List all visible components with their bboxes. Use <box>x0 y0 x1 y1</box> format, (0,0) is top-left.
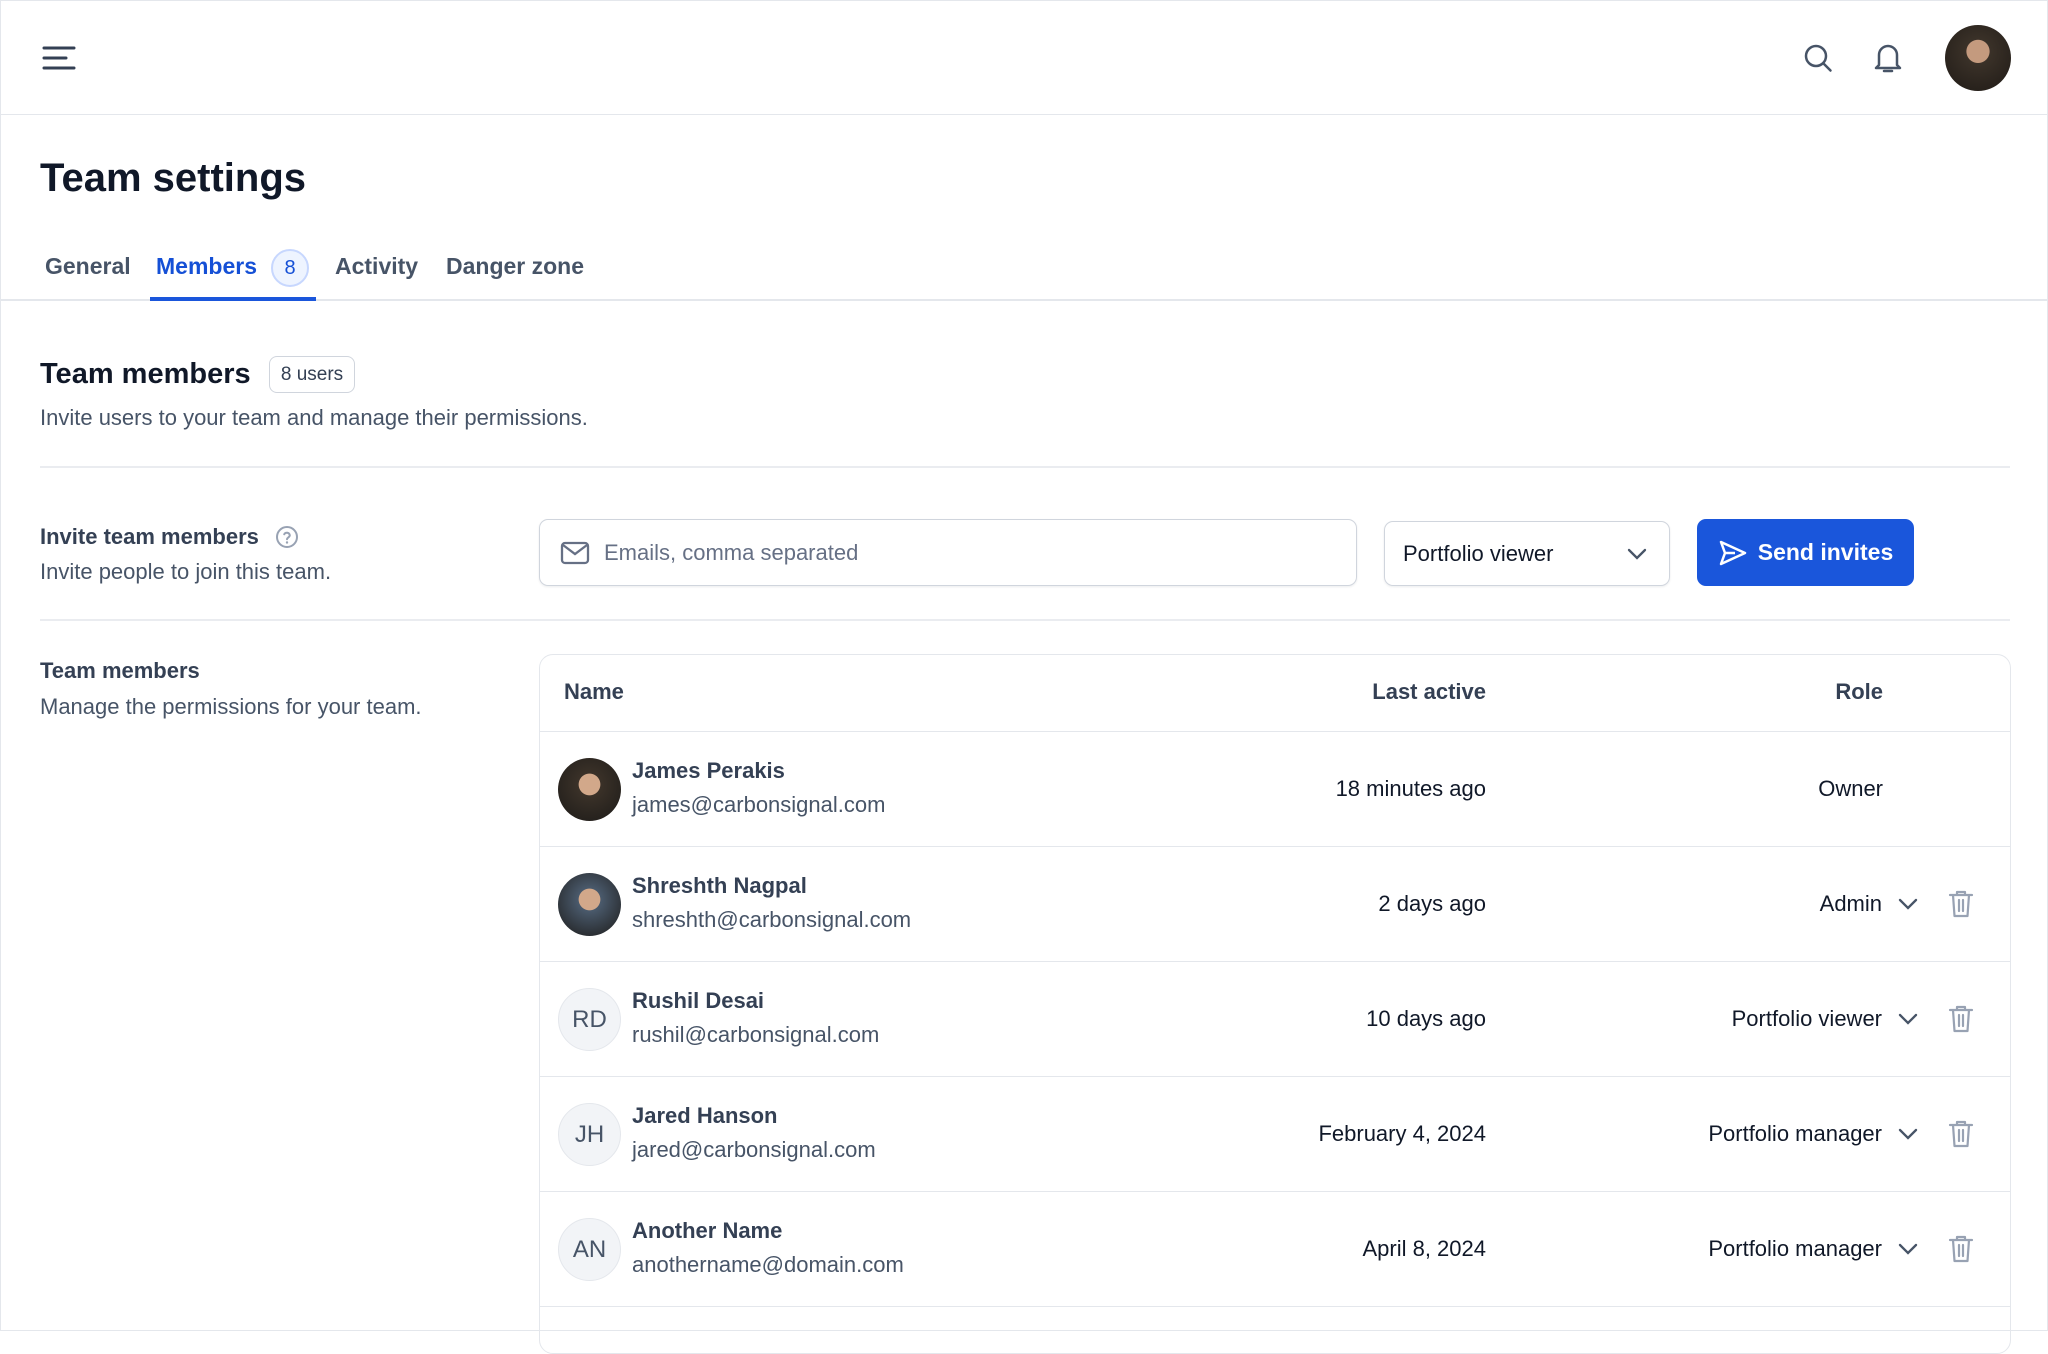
avatar: AN <box>558 1218 621 1281</box>
tab-general[interactable]: General <box>45 253 131 279</box>
member-name: Rushil Desai <box>632 988 765 1013</box>
page-title: Team settings <box>40 156 306 200</box>
invite-subtitle: Invite people to join this team. <box>40 559 332 584</box>
member-name: Jared Hanson <box>632 1103 778 1128</box>
role-dropdown[interactable]: Portfolio manager <box>1708 1121 1918 1147</box>
role-value: Owner <box>1818 776 1883 801</box>
user-avatar[interactable] <box>1945 25 2011 91</box>
section-title: Team members <box>40 358 251 390</box>
mail-icon <box>560 541 590 565</box>
chevron-down-icon <box>1898 1128 1918 1140</box>
menu-icon[interactable] <box>41 43 77 73</box>
table-row: RD Rushil Desai rushil@carbonsignal.com 1… <box>540 961 2010 1076</box>
table-row: James Perakis james@carbonsignal.com 18 … <box>540 731 2010 846</box>
top-bar <box>1 1 2048 115</box>
table-row: AN Another Name anothername@domain.com Ap… <box>540 1191 2010 1306</box>
active-tab-indicator <box>150 297 316 301</box>
trash-icon[interactable] <box>1948 1004 1974 1039</box>
help-circle-icon[interactable] <box>274 524 300 550</box>
email-input[interactable] <box>604 539 1304 566</box>
tab-bar <box>1 1 2048 301</box>
last-active: 10 days ago <box>1366 1006 1486 1031</box>
trash-icon[interactable] <box>1948 1119 1974 1154</box>
trash-icon[interactable] <box>1948 1234 1974 1269</box>
member-email: anothername@domain.com <box>632 1252 904 1277</box>
tab-danger-zone[interactable]: Danger zone <box>446 253 585 279</box>
role-dropdown[interactable]: Portfolio manager <box>1708 1236 1918 1262</box>
users-count-badge: 8 users <box>269 356 355 393</box>
role-value: Portfolio viewer <box>1731 1006 1882 1031</box>
members-table: Name Last active Role James Perakis jame… <box>539 654 2011 1354</box>
tab-members[interactable]: Members <box>156 253 257 279</box>
role-value: Portfolio manager <box>1708 1236 1882 1261</box>
member-name: Another Name <box>632 1218 783 1243</box>
divider <box>40 619 2010 621</box>
role-value: Admin <box>1819 891 1882 916</box>
chevron-down-icon <box>1898 898 1918 910</box>
member-email: shreshth@carbonsignal.com <box>632 907 912 932</box>
member-name: James Perakis <box>632 758 785 783</box>
role-select[interactable]: Portfolio viewer <box>1384 521 1670 586</box>
role-value: Portfolio manager <box>1708 1121 1882 1146</box>
column-header-role[interactable]: Role <box>1835 679 1883 704</box>
member-email: rushil@carbonsignal.com <box>632 1022 880 1047</box>
member-email: james@carbonsignal.com <box>632 792 886 817</box>
members-subtitle: Manage the permissions for your team. <box>40 694 422 719</box>
chevron-down-icon <box>1627 548 1647 560</box>
chevron-down-icon <box>1898 1243 1918 1255</box>
table-row <box>540 1306 2010 1353</box>
bell-icon[interactable] <box>1871 41 1905 75</box>
last-active: 2 days ago <box>1378 891 1486 916</box>
avatar <box>558 873 621 936</box>
members-count-badge: 8 <box>271 249 309 287</box>
role-dropdown[interactable]: Admin <box>1820 891 1918 917</box>
column-header-name[interactable]: Name <box>564 679 624 704</box>
email-field[interactable] <box>539 519 1357 586</box>
role-select-value: Portfolio viewer <box>1403 540 1554 566</box>
member-email: jared@carbonsignal.com <box>632 1137 876 1162</box>
trash-icon[interactable] <box>1948 889 1974 924</box>
send-invites-button[interactable]: Send invites <box>1697 519 1914 586</box>
table-row: Shreshth Nagpal shreshth@carbonsignal.co… <box>540 846 2010 961</box>
divider <box>40 466 2010 468</box>
search-icon[interactable] <box>1801 41 1835 75</box>
avatar <box>558 758 621 821</box>
avatar: JH <box>558 1103 621 1166</box>
invite-label: Invite team members <box>40 524 259 549</box>
last-active: 18 minutes ago <box>1335 776 1486 801</box>
table-row: JH Jared Hanson jared@carbonsignal.com Fe… <box>540 1076 2010 1191</box>
tab-activity[interactable]: Activity <box>335 253 419 279</box>
avatar: RD <box>558 988 621 1051</box>
send-icon <box>1719 540 1746 565</box>
send-invites-label: Send invites <box>1757 539 1894 565</box>
column-header-last-active[interactable]: Last active <box>1372 679 1486 704</box>
last-active: April 8, 2024 <box>1362 1236 1486 1261</box>
section-subtitle: Invite users to your team and manage the… <box>40 405 588 430</box>
members-label: Team members <box>40 658 200 683</box>
role-label: Owner <box>1818 776 1883 802</box>
last-active: February 4, 2024 <box>1318 1121 1486 1146</box>
chevron-down-icon <box>1898 1013 1918 1025</box>
member-name: Shreshth Nagpal <box>632 873 807 898</box>
role-dropdown[interactable]: Portfolio viewer <box>1732 1006 1918 1032</box>
